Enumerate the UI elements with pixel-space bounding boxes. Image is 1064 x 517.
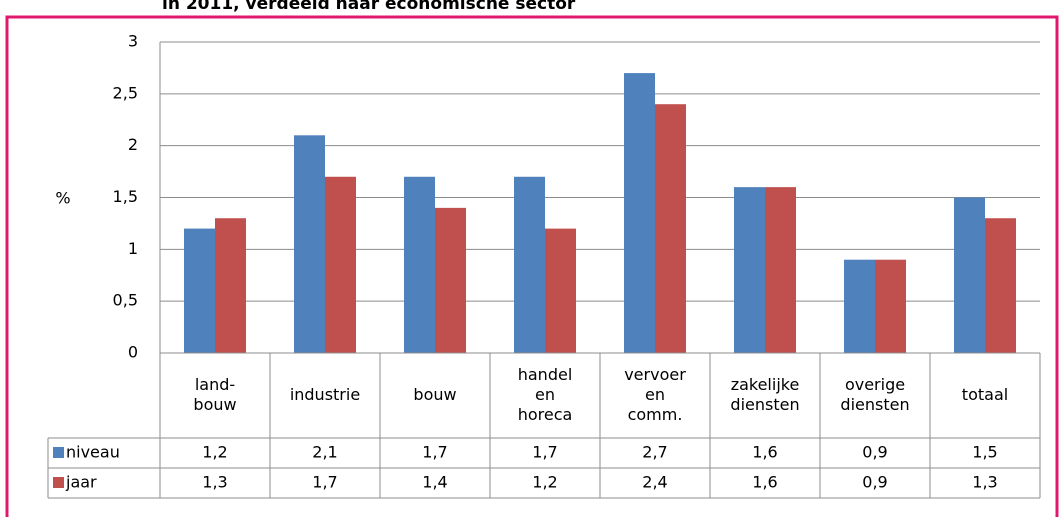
x-tick-label: overige [845,375,905,394]
y-tick-label: 0,5 [113,291,138,310]
bar [184,228,215,353]
x-tick-label: comm. [628,405,683,424]
x-tick-label: en [535,385,555,404]
y-tick-label: 1 [128,239,138,258]
bar [875,259,906,353]
bar [215,218,246,353]
data-label: 1,3 [202,473,227,492]
bar [514,176,545,353]
y-axis-label: % [55,189,70,208]
x-tick-label: zakelijke [731,375,800,394]
bar [325,176,356,353]
data-label: 1,2 [532,473,557,492]
x-tick-label: handel [518,365,573,384]
chart-title: in 2011, verdeeld naar economische secto… [162,0,576,14]
legend-label: jaar [65,473,97,492]
x-tick-label: diensten [730,395,799,414]
data-label: 1,7 [532,443,557,462]
bar [954,197,985,353]
data-label: 1,6 [752,443,777,462]
y-tick-label: 2 [128,135,138,154]
x-tick-label: bouw [413,385,456,404]
data-label: 0,9 [862,443,887,462]
x-tick-label: industrie [290,385,360,404]
data-label: 1,2 [202,443,227,462]
data-label: 1,4 [422,473,447,492]
data-label: 2,7 [642,443,667,462]
data-label: 2,4 [642,473,667,492]
data-label: 1,7 [312,473,337,492]
x-tick-label: diensten [840,395,909,414]
x-tick-label: horeca [518,405,573,424]
legend-swatch [53,477,64,488]
legend-swatch [53,447,64,458]
data-label: 1,7 [422,443,447,462]
bar [655,104,686,353]
y-tick-label: 0 [128,343,138,362]
x-tick-label: vervoer [624,365,686,384]
y-tick-label: 2,5 [113,83,138,102]
x-tick-label: bouw [193,395,236,414]
bar [734,187,765,353]
data-label: 1,6 [752,473,777,492]
y-tick-label: 3 [128,32,138,51]
data-label: 2,1 [312,443,337,462]
x-tick-label: en [645,385,665,404]
bar [624,73,655,353]
bar [844,259,875,353]
frame [5,15,1059,517]
x-tick-label: totaal [962,385,1008,404]
bar [985,218,1016,353]
legend-label: niveau [66,443,120,462]
y-tick-label: 1,5 [113,187,138,206]
x-tick-label: land- [195,375,235,394]
data-label: 1,5 [972,443,997,462]
bar [435,207,466,353]
bar [765,187,796,353]
data-label: 1,3 [972,473,997,492]
bar [545,228,576,353]
bar [404,176,435,353]
bar [294,135,325,353]
data-label: 0,9 [862,473,887,492]
